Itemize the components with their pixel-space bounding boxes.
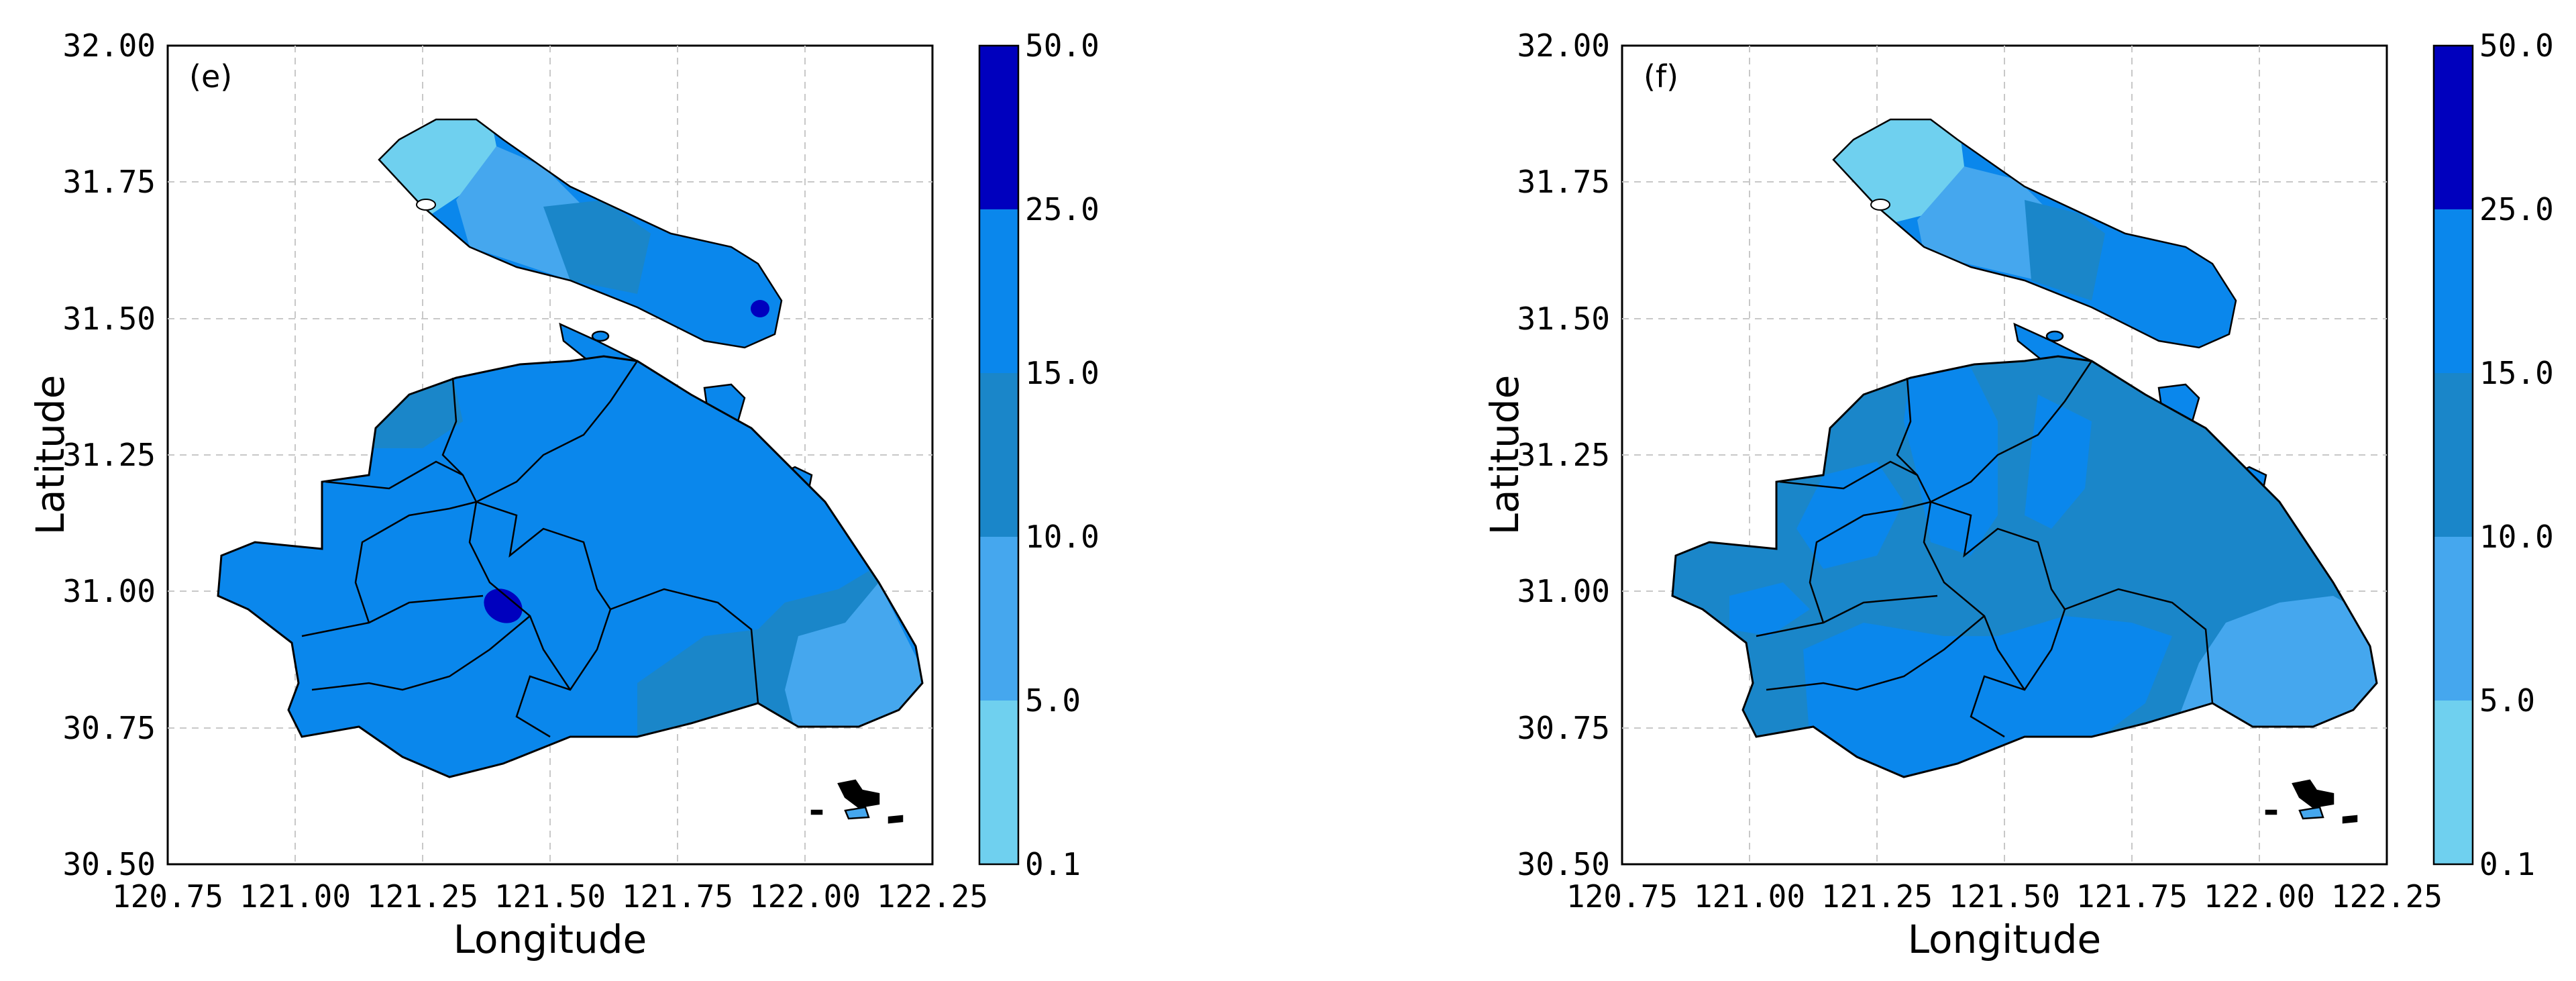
- colorbar-tick: 50.0: [2479, 28, 2554, 64]
- colorbar-tick: 50.0: [1025, 28, 1099, 64]
- colorbar-tick: 25.0: [1025, 191, 1099, 227]
- colorbar-tick: 10.0: [1025, 519, 1099, 555]
- x-tick-label: 121.50: [1949, 878, 2060, 915]
- panel-label: (f): [1644, 58, 1678, 95]
- colorbar-tick: 5.0: [2479, 682, 2535, 719]
- y-tick-label: 31.00: [63, 573, 156, 609]
- x-tick-label: 120.75: [112, 878, 223, 915]
- x-ticks: 120.75 121.00 121.25 121.50 121.75 122.0…: [112, 878, 988, 915]
- x-tick-label: 121.00: [1694, 878, 1805, 915]
- y-tick-label: 32.00: [1517, 28, 1610, 64]
- colorbar-tick: 15.0: [1025, 355, 1099, 391]
- colorbar-tick: 25.0: [2479, 191, 2554, 227]
- panel-f-axes: 120.75 121.00 121.25 121.50 121.75 122.0…: [1482, 28, 2443, 962]
- y-tick-label: 31.25: [63, 437, 156, 473]
- x-tick-label: 121.75: [622, 878, 733, 915]
- colorbar-tick: 10.0: [2479, 519, 2554, 555]
- x-tick-label: 122.25: [877, 878, 988, 915]
- x-axis-label: Longitude: [453, 917, 647, 962]
- x-tick-label: 121.75: [2076, 878, 2188, 915]
- y-tick-label: 30.50: [63, 846, 156, 882]
- y-tick-label: 32.00: [63, 28, 156, 64]
- x-tick-label: 121.25: [367, 878, 478, 915]
- y-tick-label: 31.75: [63, 164, 156, 200]
- y-tick-label: 31.25: [1517, 437, 1610, 473]
- colorbar-f: 0.1 5.0 10.0 15.0 25.0 50.0: [2432, 28, 2554, 882]
- y-tick-label: 30.75: [1517, 710, 1610, 746]
- x-tick-label: 122.00: [749, 878, 861, 915]
- y-axis-label: Latitude: [28, 375, 73, 535]
- y-axis-label: Latitude: [1482, 375, 1527, 535]
- x-tick-label: 122.25: [2331, 878, 2443, 915]
- mainland: [1671, 355, 2378, 778]
- x-ticks: 120.75 121.00 121.25 121.50 121.75 122.0…: [1566, 878, 2443, 915]
- x-axis-label: Longitude: [1908, 917, 2101, 962]
- x-tick-label: 121.25: [1821, 878, 1933, 915]
- district-boundaries: [1756, 360, 2214, 738]
- y-tick-label: 31.75: [1517, 164, 1610, 200]
- panel-e-axes: 120.75 121.00 121.25 121.50 121.75 122.0…: [28, 28, 988, 962]
- colorbar-tick: 0.1: [1025, 846, 1081, 882]
- y-tick-label: 30.50: [1517, 846, 1610, 882]
- x-tick-label: 120.75: [1566, 878, 1678, 915]
- colorbar-tick: 0.1: [2479, 846, 2535, 882]
- x-tick-label: 121.50: [494, 878, 606, 915]
- district-boundaries: [301, 360, 759, 738]
- panel-f: (f): [1621, 44, 2388, 866]
- y-tick-label: 31.50: [63, 301, 156, 337]
- colorbar-tick: 15.0: [2479, 355, 2554, 391]
- y-tick-label: 30.75: [63, 710, 156, 746]
- y-ticks: 30.50 30.75 31.00 31.25 31.50 31.75 32.0…: [1517, 28, 1610, 882]
- y-tick-label: 31.50: [1517, 301, 1610, 337]
- y-ticks: 30.50 30.75 31.00 31.25 31.50 31.75 32.0…: [63, 28, 156, 882]
- panel-e: (e): [166, 44, 934, 866]
- colorbar-e: 0.1 5.0 10.0 15.0 25.0 50.0: [978, 28, 1099, 882]
- y-tick-label: 31.00: [1517, 573, 1610, 609]
- panel-label: (e): [189, 58, 232, 95]
- x-tick-label: 121.00: [239, 878, 351, 915]
- colorbar-tick: 5.0: [1025, 682, 1081, 719]
- x-tick-label: 122.00: [2204, 878, 2315, 915]
